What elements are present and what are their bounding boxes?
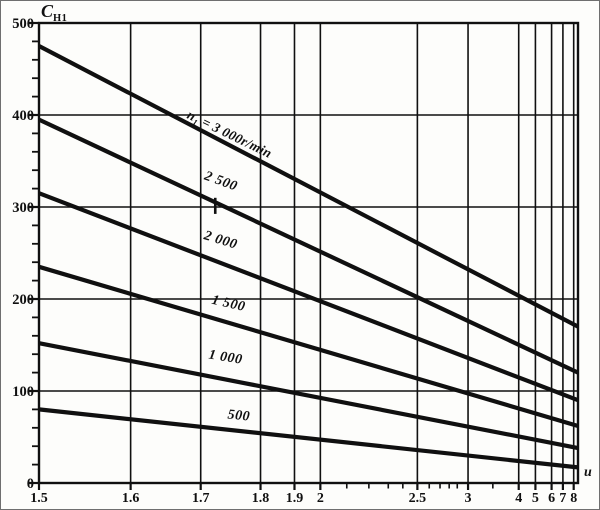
x-tick-label: 2 — [317, 491, 324, 506]
y-tick-label: 500 — [12, 16, 34, 32]
y-axis-title-symbol: C — [41, 1, 54, 21]
y-axis-title: CH1 — [41, 1, 67, 24]
series-label: 2 500 — [201, 168, 239, 194]
y-axis-title-subscript: H1 — [53, 13, 68, 24]
series-label: 1 500 — [210, 293, 247, 315]
series-label: 2 000 — [201, 228, 239, 253]
x-tick-label: 7 — [559, 491, 566, 506]
series-line — [38, 264, 579, 428]
series-line — [38, 341, 579, 451]
plot-border — [37, 21, 580, 485]
x-tick-label: 1.5 — [30, 491, 48, 506]
y-tick-label: 400 — [12, 108, 34, 124]
y-tick-label: 200 — [12, 292, 34, 308]
x-tick-label: 3 — [465, 491, 472, 506]
x-axis-title: u — [584, 465, 592, 480]
x-tick-label: 1.9 — [286, 491, 304, 506]
series-line — [38, 407, 579, 470]
x-tick-label: 1.8 — [252, 491, 270, 506]
series-line — [38, 191, 579, 403]
x-tick-label: 2.5 — [409, 491, 427, 506]
x-tick-label: 1.6 — [122, 491, 140, 506]
series-label: 1 000 — [208, 348, 244, 368]
x-tick-label: 4 — [515, 491, 522, 506]
x-tick-label: 5 — [532, 491, 539, 506]
x-tick-label: 6 — [548, 491, 555, 506]
series-label: 500 — [227, 407, 251, 424]
x-tick-label: 8 — [570, 491, 577, 506]
y-tick-label: 0 — [27, 476, 34, 492]
y-tick-label: 100 — [12, 384, 34, 400]
series-line — [38, 117, 579, 375]
x-tick-label: 1.7 — [192, 491, 210, 506]
series-line — [38, 44, 579, 329]
y-tick-label: 300 — [12, 200, 34, 216]
